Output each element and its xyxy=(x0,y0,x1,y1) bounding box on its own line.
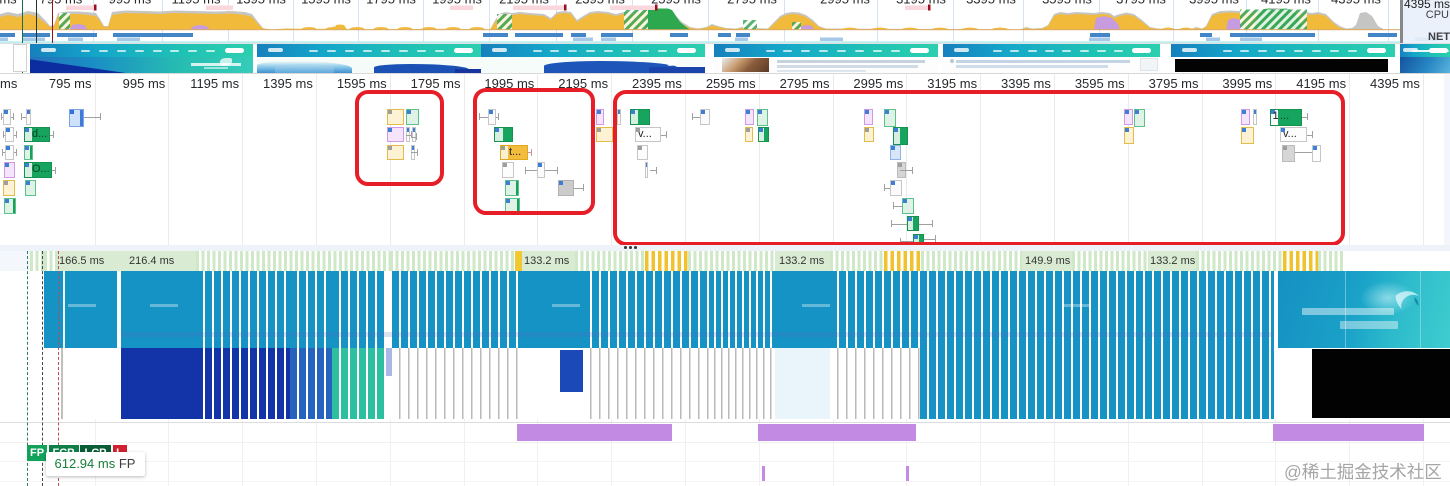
svg-text:4395 ms: 4395 ms xyxy=(1331,0,1381,7)
svg-text:CPU: CPU xyxy=(1426,9,1449,21)
svg-text:2995 ms: 2995 ms xyxy=(820,0,870,7)
svg-text:2595 ms: 2595 ms xyxy=(651,0,701,7)
svg-text:ms: ms xyxy=(0,0,17,7)
svg-text:1395 ms: 1395 ms xyxy=(236,0,286,7)
svg-text:4195 ms: 4195 ms xyxy=(1261,0,1311,7)
svg-text:4395 ms: 4395 ms xyxy=(1404,0,1450,11)
svg-text:3795 ms: 3795 ms xyxy=(1116,0,1166,7)
svg-text:1195 ms: 1195 ms xyxy=(172,0,221,7)
svg-text:2795 ms: 2795 ms xyxy=(727,0,777,7)
svg-text:3195 ms: 3195 ms xyxy=(896,0,946,7)
svg-text:3995 ms: 3995 ms xyxy=(1189,0,1239,7)
svg-text:1595 ms: 1595 ms xyxy=(301,0,351,7)
svg-text:2395 ms: 2395 ms xyxy=(575,0,625,7)
svg-text:NET: NET xyxy=(1428,31,1450,43)
svg-text:2195 ms: 2195 ms xyxy=(499,0,549,7)
svg-text:795 ms: 795 ms xyxy=(40,0,83,7)
svg-text:1995 ms: 1995 ms xyxy=(432,0,482,7)
svg-text:995 ms: 995 ms xyxy=(109,0,152,7)
svg-text:3395 ms: 3395 ms xyxy=(966,0,1016,7)
svg-text:3595 ms: 3595 ms xyxy=(1042,0,1092,7)
svg-text:1795 ms: 1795 ms xyxy=(366,0,416,7)
